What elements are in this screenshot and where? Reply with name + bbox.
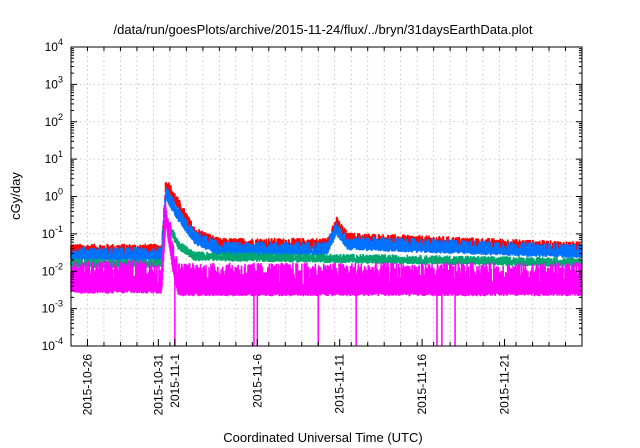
x-axis-label: Coordinated Universal Time (UTC) [223, 430, 422, 445]
x-tick-label: 2015-10-26 [80, 354, 94, 416]
y-axis: 10-4 10-3 10-2 10-1 100 101 102 103 104 [42, 37, 582, 353]
y-tick-label: 102 [45, 112, 63, 129]
series-3 [70, 202, 583, 346]
y-axis-label: cGy/day [8, 172, 23, 220]
y-tick-label: 10-4 [42, 336, 63, 353]
chart-title: /data/run/goesPlots/archive/2015-11-24/f… [114, 22, 533, 37]
x-tick-label: 2015-11-11 [333, 354, 347, 414]
x-tick-label: 2015-11-16 [415, 354, 429, 415]
x-tick-label: 2015-11-6 [250, 354, 264, 408]
y-tick-label: 101 [45, 149, 63, 166]
series-layer [70, 182, 583, 346]
y-tick-label: 100 [45, 187, 63, 204]
y-tick-label: 104 [45, 37, 63, 54]
x-tick-label: 2015-11-21 [498, 354, 512, 415]
y-tick-label: 10-2 [42, 261, 63, 278]
grid [71, 46, 582, 347]
x-tick-label: 2015-10-31 [151, 354, 165, 416]
y-tick-label: 10-1 [42, 224, 63, 241]
x-tick-label: 2015-11-1 [168, 354, 182, 408]
x-axis: 2015-10-26 2015-10-31 2015-11-1 2015-11-6 20… [80, 47, 567, 416]
y-tick-label: 10-3 [42, 299, 63, 316]
y-tick-label: 103 [45, 74, 63, 91]
